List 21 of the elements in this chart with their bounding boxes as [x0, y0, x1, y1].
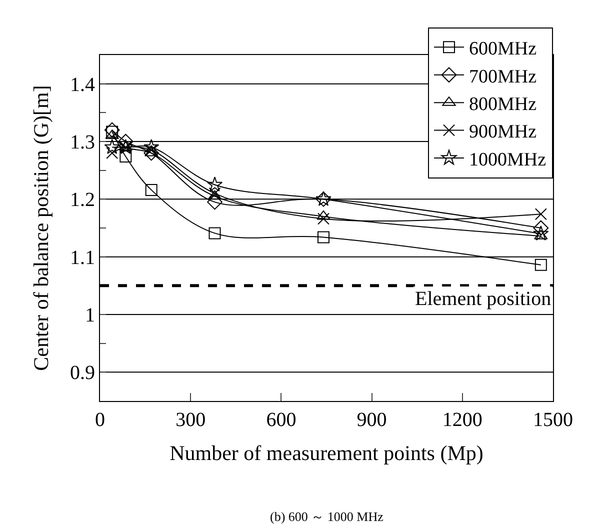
text: (b) 600 ～ 1000 MHz [270, 509, 384, 524]
x-axis-title: Number of measurement points (Mp) [170, 441, 484, 466]
legend-label: 900MHz [469, 122, 537, 143]
x-tick-label: 1500 [533, 409, 573, 431]
legend-label: 800MHz [469, 94, 537, 115]
y-tick-label: 1.3 [70, 132, 95, 154]
y-tick-label: 1.1 [70, 246, 95, 269]
y-tick-label: 0.9 [70, 362, 95, 384]
legend-label: 1000MHz [469, 149, 546, 170]
y-tick-label: 1.4 [70, 74, 95, 96]
x-tick-label: 900 [356, 409, 387, 431]
ref-line-label: Element position [415, 288, 552, 310]
legend-label: 700MHz [469, 66, 537, 88]
y-axis-title: Center of balance position (G)[m] [29, 85, 54, 371]
x-tick-label: 300 [176, 409, 206, 431]
y-tick-label: 1 [85, 304, 95, 326]
y-tick-label: 1.2 [70, 189, 95, 212]
x-tick-label: 0 [95, 409, 105, 431]
legend-label: 600MHz [469, 38, 537, 60]
x-tick-label: 1200 [442, 409, 482, 431]
x-tick-label: 600 [266, 409, 296, 431]
